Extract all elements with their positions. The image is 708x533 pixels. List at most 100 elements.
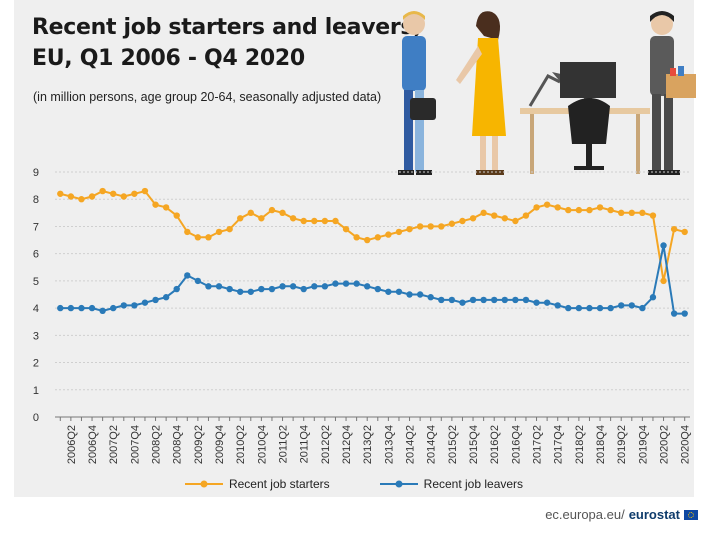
data-point-leavers — [110, 304, 117, 312]
x-tick-label: 2006Q4 — [87, 425, 99, 464]
data-point-leavers — [628, 302, 635, 309]
x-tick-label: 2020Q2 — [659, 425, 671, 464]
data-point-leavers — [543, 299, 551, 306]
data-point-leavers — [226, 285, 233, 293]
data-point-starters — [289, 215, 297, 222]
x-tick-label: 2014Q4 — [426, 425, 438, 464]
x-tick-label: 2013Q2 — [362, 425, 374, 464]
data-point-starters — [586, 206, 593, 214]
footer-brand: eurostat — [628, 507, 680, 522]
data-point-leavers — [215, 283, 223, 290]
data-point-starters — [279, 209, 286, 217]
data-point-starters — [110, 190, 117, 197]
chart-subtitle: (in million persons, age group 20-64, se… — [33, 90, 382, 104]
y-tick-label: 0 — [33, 412, 39, 424]
data-point-leavers — [533, 299, 540, 306]
data-point-leavers — [681, 310, 688, 317]
legend-item-leavers: Recent job leavers — [379, 477, 524, 491]
y-tick-label: 8 — [33, 194, 39, 206]
x-tick-label: 2014Q2 — [405, 425, 417, 464]
data-point-leavers — [639, 304, 646, 312]
data-point-leavers — [649, 294, 657, 301]
data-point-leavers — [258, 285, 265, 293]
legend-marker-leavers — [379, 480, 418, 488]
data-point-leavers — [596, 304, 604, 312]
data-point-leavers — [438, 296, 445, 304]
x-tick-label: 2013Q4 — [383, 425, 395, 464]
data-point-leavers — [237, 288, 244, 295]
data-point-starters — [469, 215, 477, 222]
data-point-leavers — [131, 302, 138, 309]
x-tick-label: 2010Q4 — [256, 425, 268, 464]
data-point-leavers — [194, 277, 202, 285]
x-tick-label: 2017Q2 — [532, 425, 544, 464]
data-point-starters — [596, 204, 604, 211]
x-tick-label: 2011Q2 — [278, 425, 290, 463]
data-point-leavers — [406, 291, 413, 298]
data-point-starters — [395, 228, 403, 236]
data-point-leavers — [364, 283, 371, 290]
title-line-2: EU, Q1 2006 - Q4 2020 — [32, 46, 305, 71]
data-point-leavers — [480, 296, 487, 304]
x-tick-label: 2012Q2 — [320, 425, 332, 464]
data-point-starters — [99, 187, 106, 195]
data-point-leavers — [554, 302, 561, 309]
data-point-starters — [618, 209, 625, 217]
data-point-leavers — [501, 296, 508, 304]
y-tick-label: 9 — [33, 167, 39, 179]
y-tick-label: 2 — [33, 358, 39, 370]
x-tick-label: 2018Q4 — [595, 425, 607, 464]
data-point-starters — [448, 220, 456, 227]
data-point-starters — [78, 196, 85, 203]
data-point-starters — [660, 277, 667, 285]
data-point-starters — [522, 212, 530, 219]
data-point-starters — [194, 234, 202, 241]
data-point-leavers — [78, 304, 85, 312]
data-point-leavers — [660, 242, 667, 249]
data-point-starters — [184, 228, 191, 236]
data-point-starters — [268, 206, 276, 214]
data-point-starters — [67, 193, 75, 200]
x-tick-label: 2008Q2 — [151, 425, 163, 464]
x-tick-label: 2017Q4 — [553, 425, 565, 464]
y-tick-label: 6 — [33, 249, 39, 261]
data-point-starters — [543, 201, 551, 208]
y-tick-label: 5 — [33, 276, 39, 288]
data-point-leavers — [512, 296, 519, 304]
data-point-starters — [226, 225, 233, 233]
data-point-starters — [628, 209, 635, 217]
data-point-leavers — [152, 296, 159, 304]
data-point-leavers — [491, 296, 498, 304]
x-tick-label: 2006Q2 — [66, 425, 78, 464]
data-point-leavers — [184, 272, 191, 279]
data-point-leavers — [374, 285, 381, 293]
data-point-leavers — [416, 291, 424, 298]
data-point-leavers — [565, 304, 572, 312]
chart-legend: Recent job starters Recent job leavers — [0, 477, 708, 491]
data-point-leavers — [120, 302, 127, 309]
data-point-starters — [57, 190, 64, 197]
data-point-leavers — [385, 288, 392, 295]
data-point-leavers — [173, 285, 180, 293]
data-point-leavers — [57, 304, 64, 312]
x-tick-label: 2019Q4 — [637, 425, 649, 464]
source-footer: ec.europa.eu/eurostat — [545, 507, 698, 522]
x-tick-label: 2007Q2 — [108, 425, 120, 464]
x-tick-label: 2007Q4 — [129, 425, 141, 464]
data-point-starters — [88, 193, 96, 200]
x-tick-label: 2015Q2 — [447, 425, 459, 464]
data-point-leavers — [522, 296, 530, 304]
data-point-leavers — [300, 285, 307, 293]
data-point-leavers — [575, 304, 583, 312]
data-point-leavers — [321, 283, 329, 290]
footer-site: ec.europa.eu/ — [545, 507, 625, 522]
legend-label-leavers: Recent job leavers — [423, 477, 524, 491]
businessman-with-briefcase-icon — [398, 11, 436, 175]
legend-label-starters: Recent job starters — [228, 477, 330, 491]
data-point-starters — [427, 223, 434, 230]
data-point-starters — [554, 204, 561, 211]
data-point-leavers — [88, 304, 96, 312]
data-point-starters — [491, 212, 498, 219]
data-point-leavers — [448, 296, 456, 304]
data-point-starters — [512, 217, 519, 225]
